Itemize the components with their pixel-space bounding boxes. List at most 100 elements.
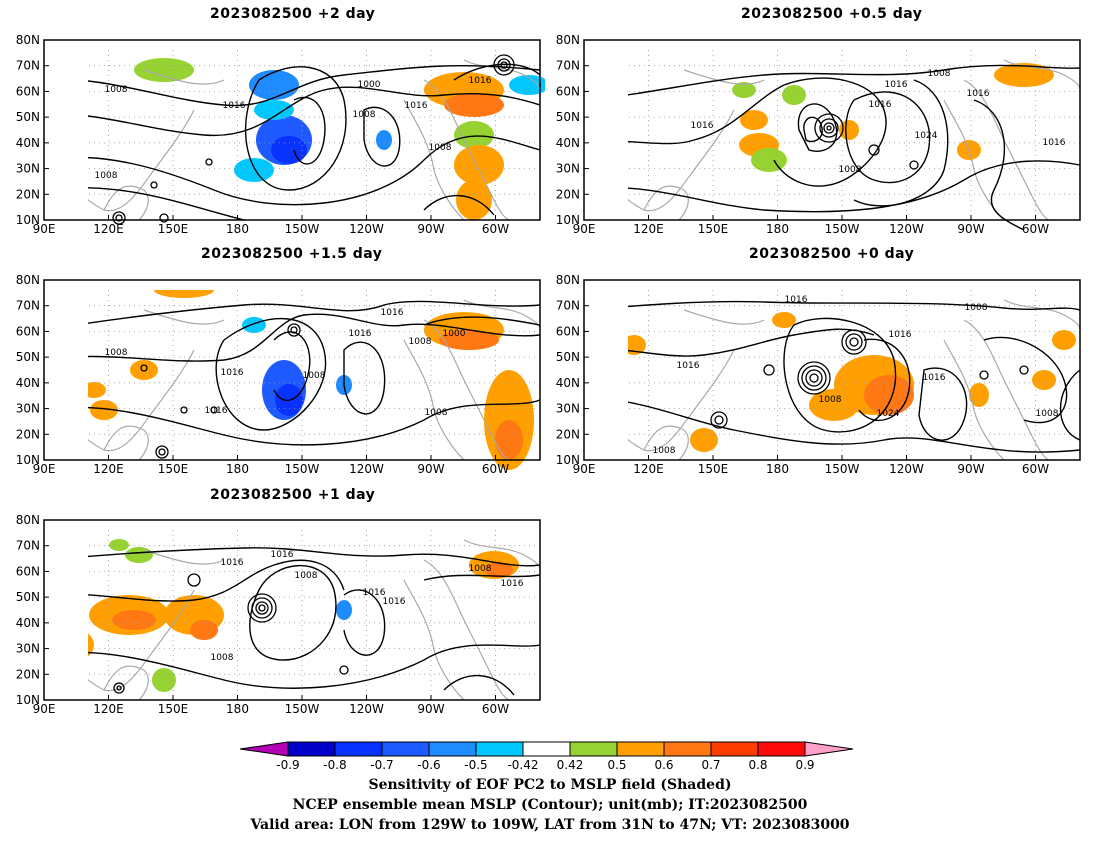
map-panel-plus2: 1008 1016 1000 1016 1008 1016 1008 1008 80N 70N 60… xyxy=(16,33,545,235)
isobar-contour xyxy=(187,573,201,587)
colorbar-box xyxy=(710,741,759,757)
isobar-contour xyxy=(628,328,875,357)
lon-label: 180 xyxy=(226,462,249,475)
contour-label: 1016 xyxy=(271,550,294,560)
lon-label: 120W xyxy=(349,222,384,235)
colorbar-label: 0.9 xyxy=(795,758,814,772)
isobar-contour xyxy=(88,547,541,567)
lon-label: 90E xyxy=(33,702,56,715)
lat-label: 30N xyxy=(556,402,580,416)
coastline xyxy=(1003,299,1081,331)
coastline xyxy=(683,309,765,325)
isobar-contour xyxy=(112,211,126,225)
isobar-contour xyxy=(423,194,495,216)
coastline xyxy=(103,185,149,221)
colorbar-box xyxy=(757,741,806,757)
lon-label: 180 xyxy=(226,702,249,715)
contour-label: 1016 xyxy=(205,406,228,416)
isobar-contour xyxy=(710,411,728,429)
colorbar-label: 0.5 xyxy=(607,758,626,772)
shading-area xyxy=(336,600,352,620)
lat-label: 60N xyxy=(16,84,40,98)
colorbar-box xyxy=(334,741,383,757)
isobar-contour xyxy=(853,79,949,207)
map-panel-plus05: 10081016100810161016101610241008101680N7… xyxy=(556,33,1081,235)
lat-label: 50N xyxy=(556,350,580,364)
lat-label: 10N xyxy=(16,693,40,707)
isobar-contour xyxy=(845,91,931,184)
shading-area xyxy=(969,383,989,407)
lat-label: 50N xyxy=(16,110,40,124)
isobar-contour xyxy=(803,116,823,143)
isobar-contour xyxy=(88,86,541,137)
lat-label: 70N xyxy=(16,539,40,553)
isobar-contour xyxy=(628,64,1081,96)
isobar-contour xyxy=(868,144,880,156)
isobar-contour xyxy=(628,77,887,187)
lat-label: 30N xyxy=(16,162,40,176)
shading-area xyxy=(152,668,176,692)
lon-label: 90W xyxy=(417,222,444,235)
shading-area xyxy=(732,82,756,98)
shading-area xyxy=(130,360,158,380)
map-frame xyxy=(583,39,1081,221)
color-bar: -0.9 -0.8 -0.7 -0.6 -0.5 -0.42 0.42 0.5 0.6 0.7 0.… xyxy=(240,741,854,772)
isobar-contour xyxy=(88,559,345,602)
lat-label: 40N xyxy=(16,136,40,150)
isobar-contour xyxy=(88,399,541,446)
isobar-contour xyxy=(783,317,897,433)
shading-area xyxy=(234,158,274,182)
isobar-contour xyxy=(814,113,844,143)
shading-area xyxy=(134,58,194,82)
shading-area xyxy=(628,335,646,355)
lon-label: 90E xyxy=(573,222,596,235)
lat-label: 60N xyxy=(16,324,40,338)
isobar-contour xyxy=(244,66,347,191)
colorbar-box xyxy=(663,741,712,757)
shading-area xyxy=(740,110,768,130)
lat-label: 10N xyxy=(556,213,580,227)
contour-label: 1008 xyxy=(105,85,128,95)
caption-line-1: Sensitivity of EOF PC2 to MSLP field (Sh… xyxy=(368,777,732,793)
lon-label: 150W xyxy=(285,222,320,235)
isobar-contour xyxy=(88,644,541,689)
colorbar-box xyxy=(616,741,665,757)
shading-area xyxy=(864,375,914,415)
lon-label: 60W xyxy=(1022,222,1049,235)
isobar-contour xyxy=(823,122,835,134)
lat-label: 70N xyxy=(556,59,580,73)
coastline xyxy=(423,559,510,701)
isobar-contour xyxy=(1019,365,1029,375)
contour-label: 1016 xyxy=(221,558,244,568)
contour-label: 1008 xyxy=(653,446,676,456)
isobar-contour xyxy=(979,370,989,380)
contour-label: 1008 xyxy=(105,348,128,358)
isobar-contour xyxy=(809,373,819,383)
map-frame xyxy=(583,279,1081,461)
isobar-contour xyxy=(423,574,541,581)
isobar-contour xyxy=(423,316,541,326)
lon-label: 90E xyxy=(573,462,596,475)
contour-label: 1000 xyxy=(358,80,381,90)
panel-title-plus2: 2023082500 +2 day xyxy=(210,6,376,22)
isobar-contour xyxy=(500,61,508,69)
contour-label: 1008 xyxy=(353,110,376,120)
isobar-contour xyxy=(150,181,158,189)
lat-label: 30N xyxy=(16,642,40,656)
isobar-contour xyxy=(255,601,269,615)
lon-label: 60W xyxy=(482,702,509,715)
colorbar-label: -0.9 xyxy=(276,758,299,772)
shading-area xyxy=(254,100,294,120)
isobar-contour xyxy=(88,65,541,107)
map-panel-plus0: 1016 1008 1016 1016 1008 1024 1016 1008 1008 80N 7… xyxy=(556,273,1081,475)
coastline xyxy=(683,69,765,85)
isobar-contour xyxy=(363,106,401,167)
shading-area xyxy=(456,180,492,220)
isobar-contour xyxy=(983,336,1068,424)
panel-title-plus15: 2023082500 +1.5 day xyxy=(201,246,383,262)
isobar-contour xyxy=(251,597,273,619)
colorbar-box xyxy=(287,741,336,757)
lat-label: 70N xyxy=(16,299,40,313)
coastline xyxy=(403,99,465,221)
shading-area xyxy=(376,130,392,150)
